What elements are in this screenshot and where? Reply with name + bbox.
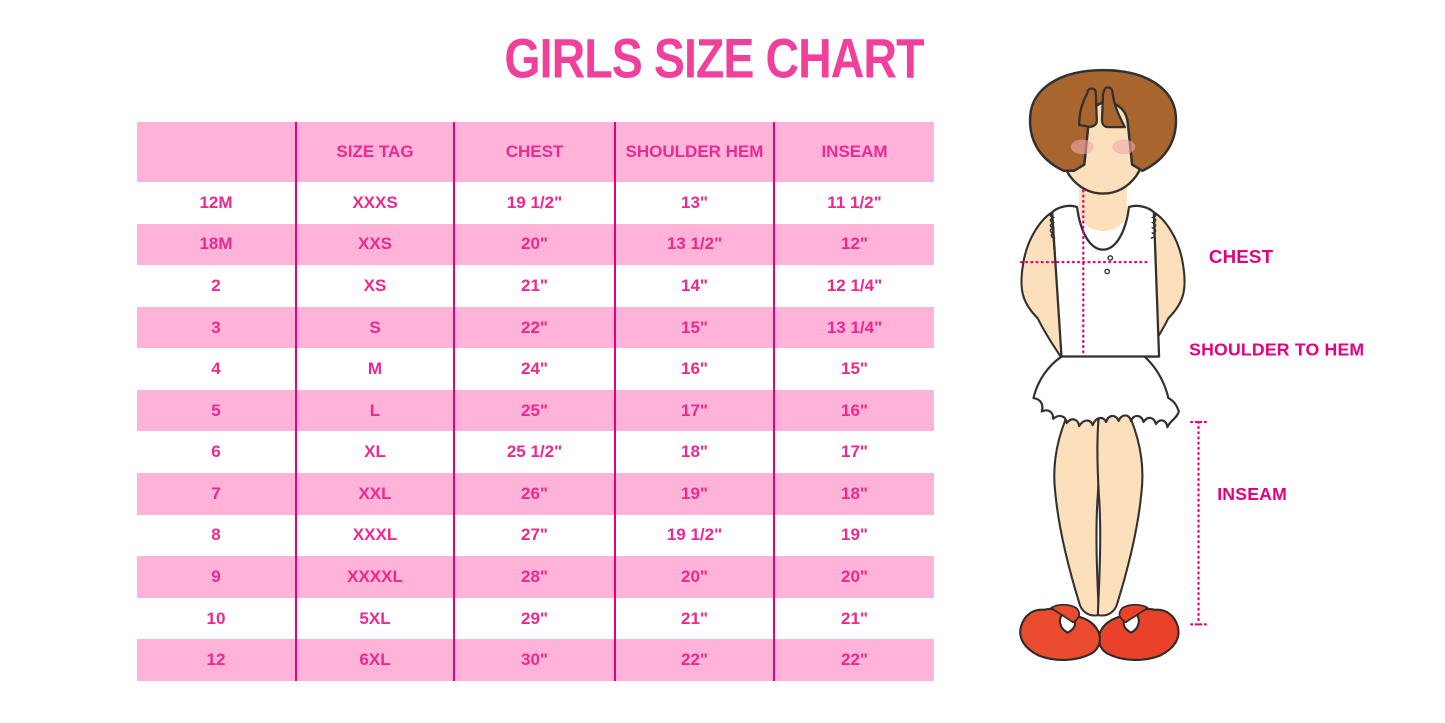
svg-text:INSEAM: INSEAM bbox=[1217, 484, 1287, 504]
svg-text:SHOULDER TO HEM: SHOULDER TO HEM bbox=[1189, 340, 1364, 360]
svg-text:CHEST: CHEST bbox=[1209, 246, 1274, 267]
